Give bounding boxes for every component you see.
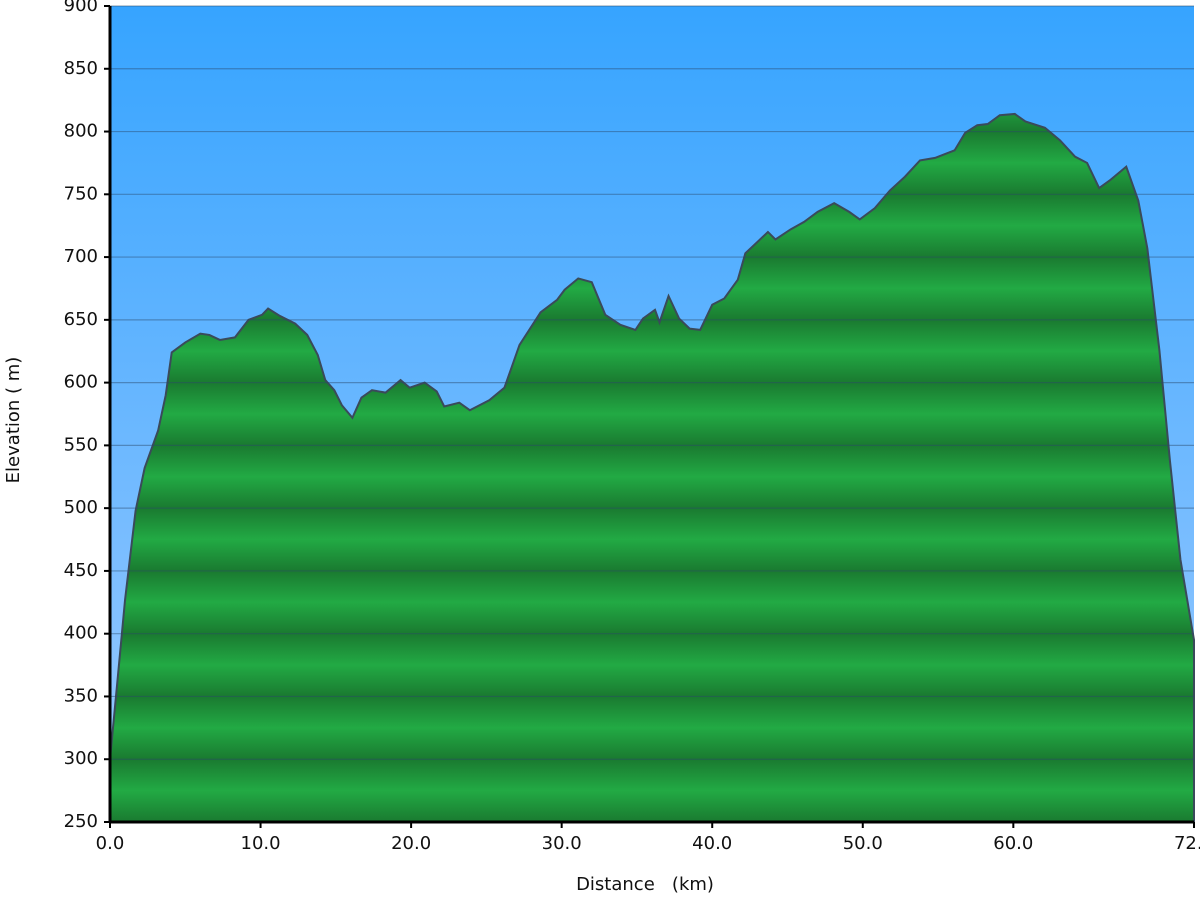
y-tick-label: 300 [64, 748, 98, 769]
x-tick-label: 50.0 [843, 833, 883, 854]
y-tick-label: 700 [64, 246, 98, 267]
x-tick-label: 40.0 [692, 833, 732, 854]
y-tick-label: 650 [64, 309, 98, 330]
y-tick-label: 900 [64, 0, 98, 16]
y-axis-label: Elevation ( m) [3, 357, 24, 484]
y-tick-label: 500 [64, 497, 98, 518]
x-tick-label: 10.0 [241, 833, 281, 854]
y-tick-label: 600 [64, 372, 98, 393]
x-tick-label: 30.0 [542, 833, 582, 854]
y-tick-label: 450 [64, 560, 98, 581]
x-axis-label: Distance (km) [576, 874, 714, 895]
x-tick-label: 20.0 [391, 833, 431, 854]
y-tick-label: 250 [64, 811, 98, 832]
x-tick-label: 0.0 [96, 833, 125, 854]
y-tick-label: 400 [64, 623, 98, 644]
y-tick-label: 850 [64, 58, 98, 79]
y-tick-label: 550 [64, 434, 98, 455]
y-tick-label: 750 [64, 183, 98, 204]
y-tick-label: 350 [64, 685, 98, 706]
area [109, 112, 1195, 823]
y-tick-label: 800 [64, 121, 98, 142]
x-tick-label: 60.0 [993, 833, 1033, 854]
x-tick-label: 72.0 [1174, 833, 1200, 854]
